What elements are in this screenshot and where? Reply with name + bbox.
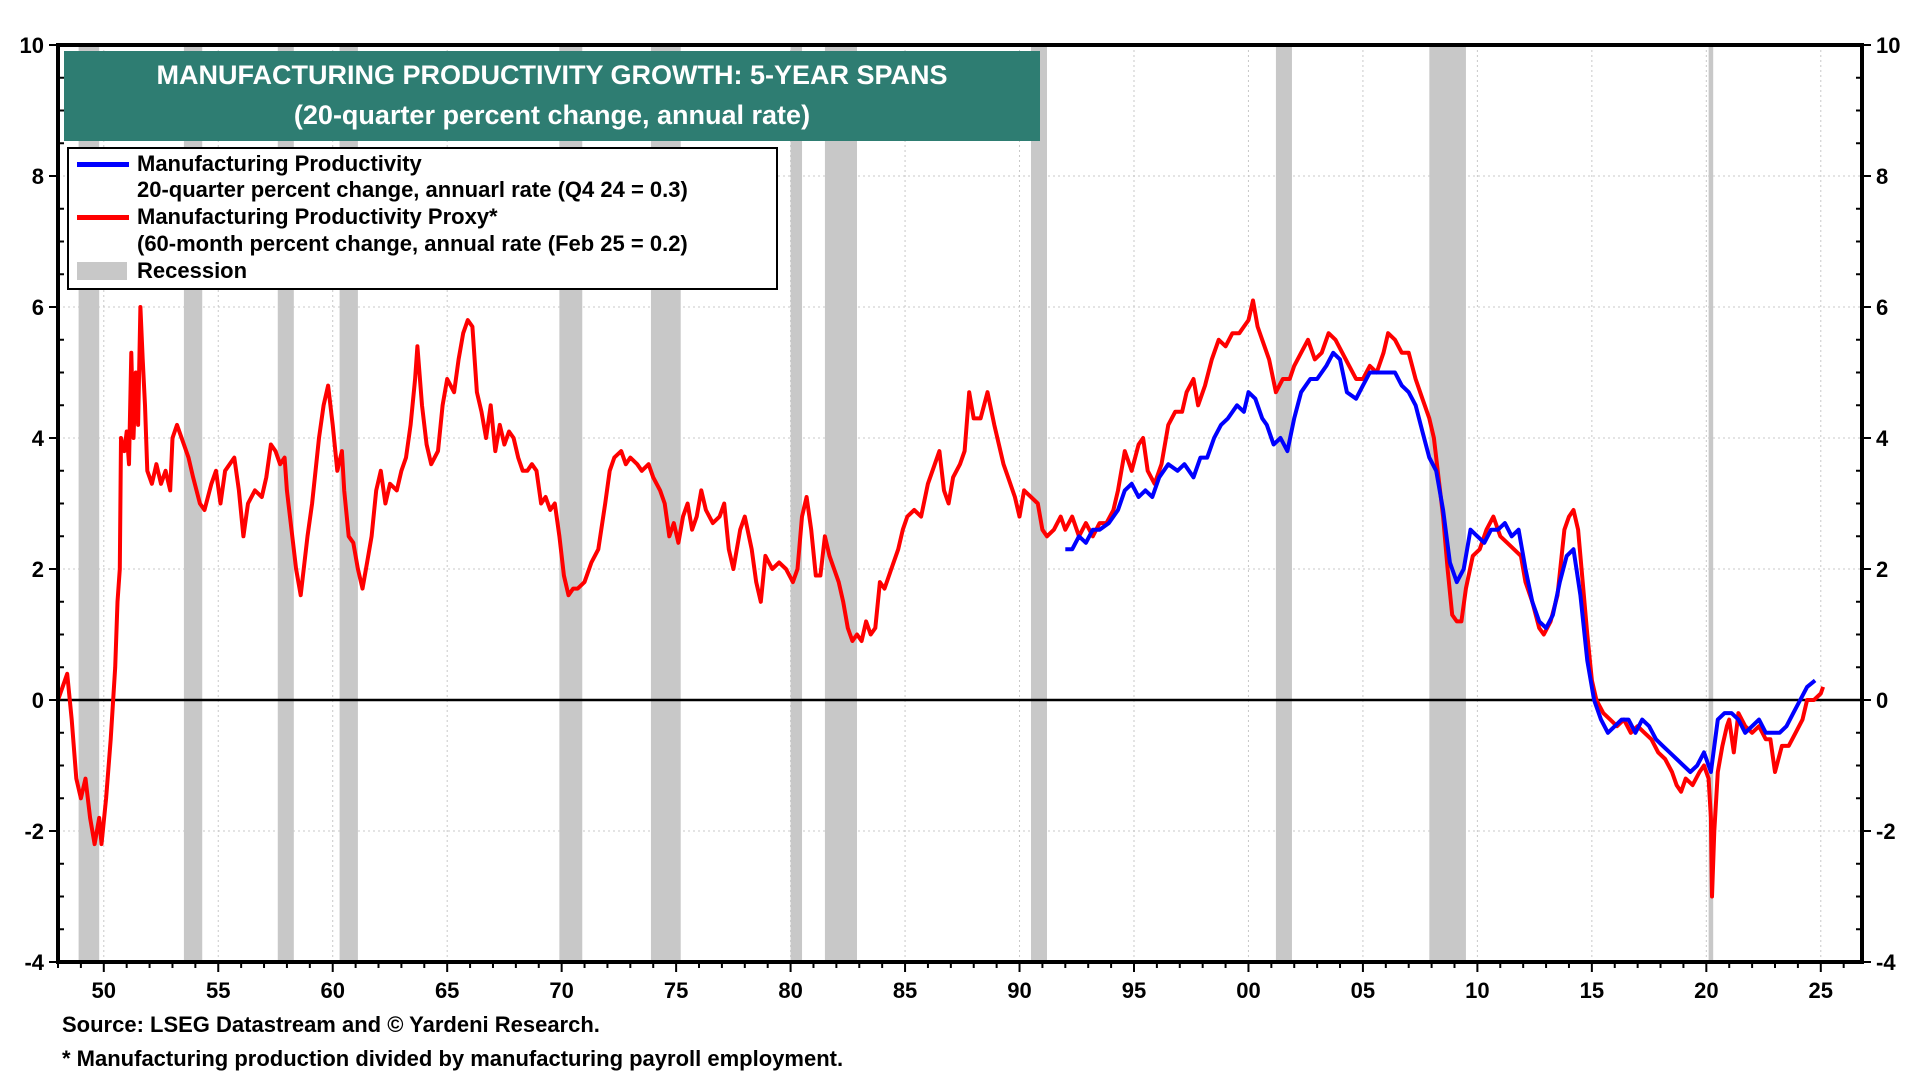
y-tick-label-left: 8 [32,164,44,189]
recession-band [790,45,803,962]
x-tick-label: 80 [778,978,802,1003]
y-axis-right: -4 -2 0 2 4 6 8 10 [1856,33,1900,975]
legend-label: Recession [137,258,248,283]
legend-swatch-blue-line [77,162,129,167]
x-tick-label: 70 [549,978,573,1003]
legend-swatch-red-line [77,215,129,220]
chart-title: MANUFACTURING PRODUCTIVITY GROWTH: 5-YEA… [156,60,948,90]
y-tick-label-left: -2 [24,819,44,844]
x-tick-label: 25 [1809,978,1833,1003]
legend-sublabel: 20-quarter percent change, annuarl rate … [137,177,688,202]
x-tick-label: 85 [893,978,917,1003]
footnote: * Manufacturing production divided by ma… [62,1046,844,1071]
chart-subtitle: (20-quarter percent change, annual rate) [293,100,811,130]
x-tick-label: 75 [664,978,688,1003]
y-tick-label-right: 8 [1876,164,1888,189]
y-tick-label-right: -4 [1876,950,1896,975]
x-axis: 50 55 60 65 70 75 80 85 90 95 00 05 10 15 20 25 [57,962,1845,1003]
x-tick-label: 90 [1007,978,1031,1003]
x-tick-label: 00 [1236,978,1260,1003]
recession-band [1708,45,1714,962]
x-tick-label: 65 [435,978,459,1003]
x-tick-label: 15 [1580,978,1604,1003]
series-line-productivity [1065,350,1817,774]
chart-title-box: MANUFACTURING PRODUCTIVITY GROWTH: 5-YEA… [64,51,1040,141]
y-tick-label-right: 4 [1876,426,1889,451]
recession-band [1275,45,1292,962]
y-tick-label-right: -2 [1876,819,1896,844]
legend: Manufacturing Productivity 20-quarter pe… [67,147,778,290]
legend-label: Manufacturing Productivity Proxy* [137,204,498,229]
x-tick-label: 05 [1351,978,1375,1003]
y-tick-label-right: 2 [1876,557,1888,582]
source-note: Source: LSEG Datastream and © Yardeni Re… [62,1012,600,1037]
x-tick-label: 20 [1694,978,1718,1003]
recession-band [824,45,857,962]
y-tick-label-right: 10 [1876,33,1900,58]
y-tick-label-left: 10 [20,33,44,58]
legend-label: Manufacturing Productivity [137,151,422,176]
series-lines [56,298,1825,899]
y-tick-label-left: 6 [32,295,44,320]
x-tick-label: 60 [320,978,344,1003]
x-tick-label: 50 [92,978,116,1003]
x-tick-label: 10 [1465,978,1489,1003]
legend-swatch-recession [77,262,127,280]
y-tick-label-left: -4 [24,950,44,975]
y-tick-label-left: 4 [32,426,45,451]
y-tick-label-right: 6 [1876,295,1888,320]
y-tick-label-right: 0 [1876,688,1888,713]
y-axis-left: -4 -2 0 2 4 6 8 10 [20,33,64,975]
x-tick-label: 55 [206,978,230,1003]
recession-band [1429,45,1466,962]
x-tick-label: 95 [1122,978,1146,1003]
y-tick-label-left: 0 [32,688,44,713]
series-line-proxy [56,298,1825,899]
y-tick-label-left: 2 [32,557,44,582]
legend-sublabel: (60-month percent change, annual rate (F… [137,231,688,256]
